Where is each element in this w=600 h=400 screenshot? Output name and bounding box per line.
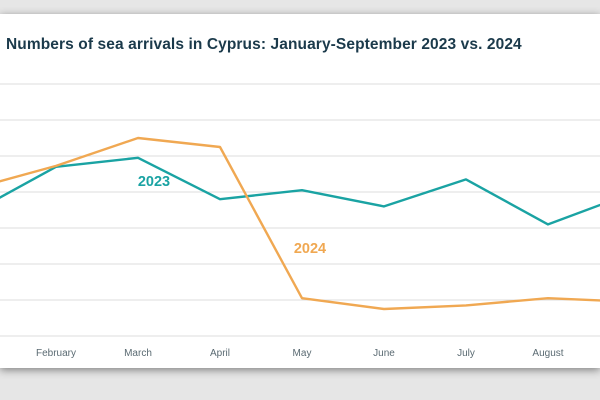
x-tick-label: March — [124, 348, 152, 359]
series-label-2023: 2023 — [138, 174, 170, 190]
x-tick-label: August — [532, 348, 563, 359]
x-tick-labels: February March April May June July August — [36, 348, 564, 359]
series-lines — [0, 136, 600, 311]
gridlines — [0, 83, 600, 337]
x-tick-label: April — [210, 348, 230, 359]
series-label-2024: 2024 — [294, 241, 326, 257]
series-line-2023 — [0, 156, 600, 226]
x-tick-label: June — [373, 348, 395, 359]
x-tick-label: July — [457, 348, 475, 359]
series-labels: 2023 2024 — [138, 174, 326, 257]
chart-title: Numbers of sea arrivals in Cyprus: Janua… — [6, 36, 522, 53]
x-tick-label: February — [36, 348, 76, 359]
x-tick-label: May — [293, 348, 312, 359]
